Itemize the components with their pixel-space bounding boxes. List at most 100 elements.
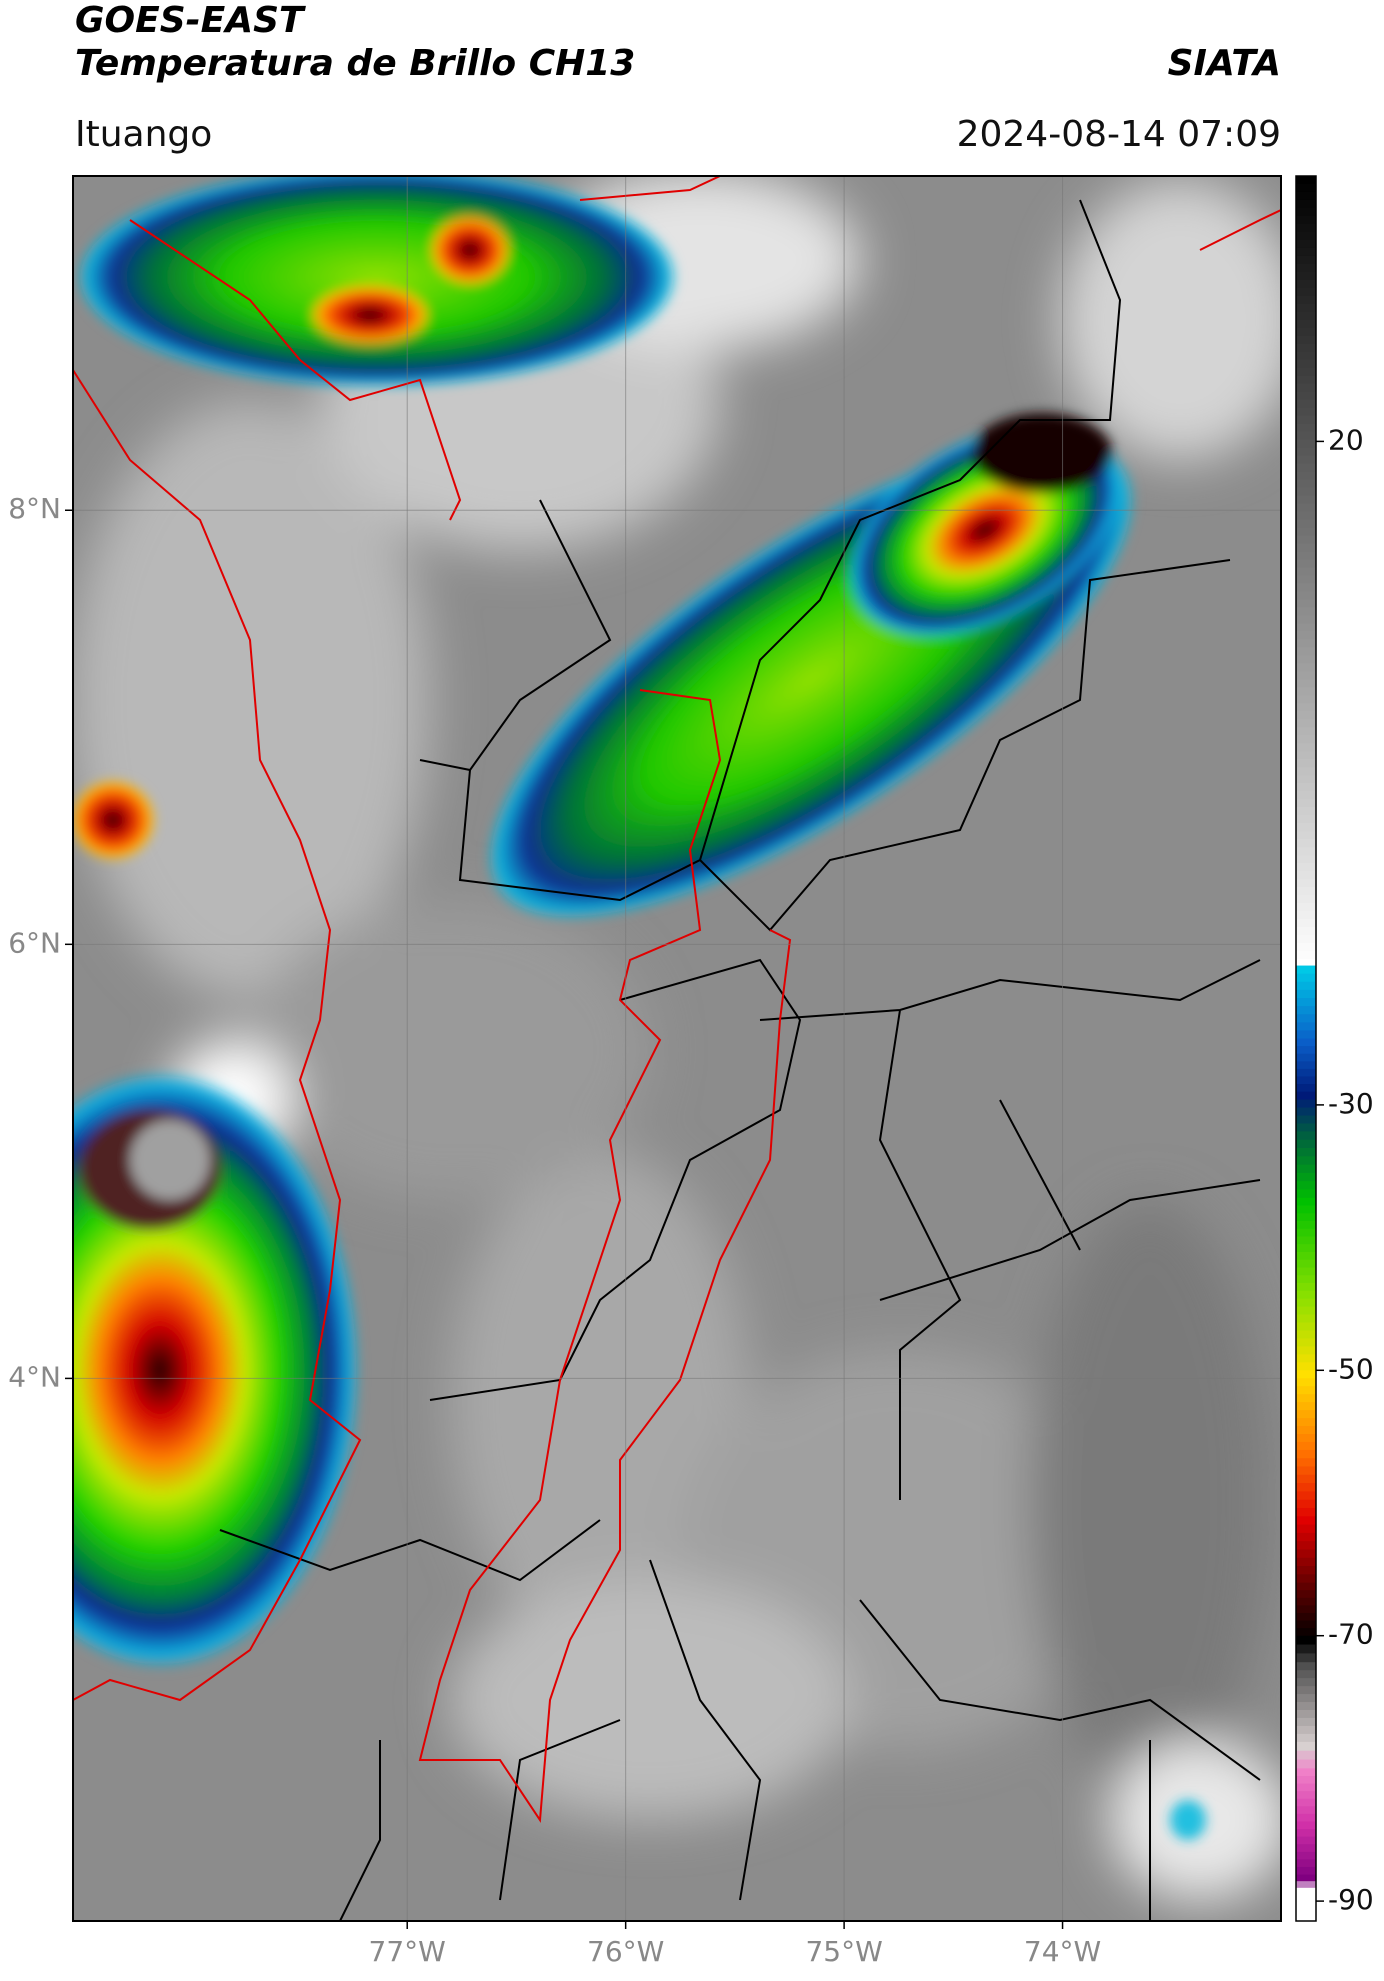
colorbar-segment [1296, 1524, 1316, 1534]
colorbar-segment [1296, 958, 1316, 967]
colorbar-segment [1296, 271, 1316, 281]
colorbar-segment [1296, 1282, 1316, 1292]
colorbar-segment [1296, 1620, 1316, 1629]
colorbar-segment [1296, 1030, 1316, 1040]
colorbar-segment [1296, 719, 1316, 728]
colorbar-segment [1296, 303, 1316, 313]
colorbar-segment [1296, 1267, 1316, 1276]
colorbar-segment [1296, 407, 1316, 417]
colorbar-segment [1296, 687, 1316, 696]
title: GOES-EAST [75, 0, 306, 41]
colorbar-segment [1296, 1123, 1316, 1133]
colorbar-segment [1296, 1418, 1316, 1427]
colorbar-segment [1296, 1244, 1316, 1253]
colorbar-segment [1296, 855, 1316, 864]
colorbar-segment [1296, 255, 1316, 265]
colorbar-segment [1296, 743, 1316, 752]
colorbar-segment [1296, 679, 1316, 688]
colorbar-segment [1296, 1433, 1316, 1443]
colorbar [1296, 176, 1324, 1922]
colorbar-segment [1296, 1491, 1316, 1501]
colorbar-segment [1296, 399, 1316, 409]
colorbar-segment [1296, 247, 1316, 257]
colorbar-segment [1296, 1076, 1316, 1085]
colorbar-segment [1296, 311, 1316, 321]
colorbar-segment [1296, 287, 1316, 297]
colorbar-segment [1296, 775, 1316, 784]
graticule [65, 176, 1281, 1929]
colorbar-segment [1296, 791, 1316, 800]
colorbar-segment [1296, 1710, 1316, 1719]
colorbar-segment [1296, 1228, 1316, 1238]
colorbar-segment [1296, 439, 1316, 449]
colorbar-segment [1296, 231, 1316, 241]
map-frame [72, 175, 1282, 1922]
colorbar-segment [1296, 1014, 1316, 1023]
colorbar-segment [1296, 1635, 1316, 1646]
colorbar-segment [1296, 751, 1316, 760]
colorbar-segment [1296, 383, 1316, 393]
colorbar-segment [1296, 1557, 1316, 1567]
colorbar-segment [1296, 823, 1316, 832]
colorbar-segment [1296, 239, 1316, 249]
colorbar-segment [1296, 918, 1316, 928]
colorbar-segment [1296, 1836, 1316, 1845]
colorbar-segment [1296, 639, 1316, 648]
colorbar-segment [1296, 1068, 1316, 1078]
colorbar-segment [1296, 367, 1316, 377]
colorbar-segment [1296, 1798, 1316, 1807]
colorbar-segment [1296, 183, 1316, 193]
brand: SIATA [1168, 43, 1281, 84]
colorbar-segment [1296, 1628, 1316, 1637]
colorbar-segment [1296, 1590, 1316, 1599]
colorbar-segment [1296, 607, 1316, 616]
colorbar-segment [1296, 879, 1316, 888]
colorbar-segment [1296, 1370, 1316, 1379]
colorbar-segment [1296, 503, 1316, 513]
colorbar-segment [1296, 1205, 1316, 1214]
colorbar-segment [1296, 1851, 1316, 1860]
colorbar-segment [1296, 207, 1316, 217]
colorbar-segment [1296, 1881, 1316, 1889]
colorbar-segment [1296, 1541, 1316, 1551]
colorbar-segment [1296, 1821, 1316, 1830]
colorbar-segment [1296, 335, 1316, 345]
colorbar-segment [1296, 1084, 1316, 1093]
colorbar-segment [1296, 1290, 1316, 1300]
colorbar-segment [1296, 839, 1316, 848]
colorbar-segment [1296, 647, 1316, 656]
colorbar-segment [1296, 942, 1316, 952]
colorbar-segment [1296, 1131, 1316, 1141]
colorbar-segment [1296, 1582, 1316, 1591]
colorbar-segment [1296, 1298, 1316, 1308]
colorbar-segment [1296, 903, 1316, 912]
colorbar-segment [1296, 711, 1316, 720]
colorbar-segment [1296, 551, 1316, 561]
colorbar-segment [1296, 1006, 1316, 1015]
colorbar-segment [1296, 1410, 1316, 1419]
colorbar-segment [1296, 543, 1316, 553]
colorbar-segment [1296, 965, 1316, 975]
colorbar-segment [1296, 591, 1316, 601]
colorbar-segment [1296, 663, 1316, 672]
colorbar-segment [1296, 1741, 1316, 1752]
colorbar-segment [1296, 831, 1316, 840]
colorbar-segment [1296, 559, 1316, 569]
colorbar-segment [1296, 1904, 1316, 1914]
colorbar-segment [1296, 1221, 1316, 1230]
colorbar-segment [1296, 1532, 1316, 1542]
colorbar-segment [1296, 391, 1316, 401]
colorbar-segment [1296, 1156, 1316, 1166]
colorbar-segment [1296, 1896, 1316, 1906]
colorbar-segment [1296, 1499, 1316, 1509]
colorbar-segment [1296, 519, 1316, 529]
colorbar-segment [1296, 1378, 1316, 1387]
colorbar-segment [1296, 199, 1316, 209]
colorbar-segment [1296, 1115, 1316, 1125]
colorbar-segment [1296, 1306, 1316, 1316]
colorbar-segment [1296, 279, 1316, 289]
colorbar-segment [1296, 327, 1316, 337]
colorbar-segment [1296, 511, 1316, 521]
colorbar-segment [1296, 1441, 1316, 1451]
